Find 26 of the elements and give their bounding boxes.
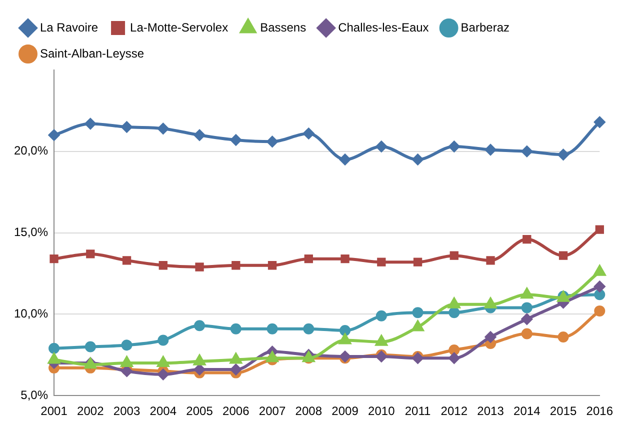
x-tick-label: 2007 (258, 404, 286, 418)
x-tick-label: 2006 (222, 404, 250, 418)
legend-label: Barberaz (460, 20, 510, 34)
x-tick-label: 2015 (550, 404, 577, 418)
legend-label: La-Motte-Servolex (130, 20, 228, 34)
legend-label: Challes-les-Eaux (338, 20, 429, 34)
x-tick-label: 2013 (477, 404, 504, 418)
x-tick-label: 2009 (332, 404, 359, 418)
y-tick-label: 20,0% (14, 144, 48, 158)
legend-label: Bassens (260, 20, 306, 34)
x-tick-label: 2001 (40, 404, 68, 418)
x-tick-label: 2004 (150, 404, 177, 418)
x-tick-label: 2003 (113, 404, 140, 418)
x-tick-label: 2005 (186, 404, 214, 418)
x-tick-label: 2002 (77, 404, 104, 418)
legend-label: La Ravoire (40, 20, 98, 34)
x-tick-label: 2012 (440, 404, 468, 418)
x-tick-label: 2011 (404, 404, 431, 418)
legend-label: Saint-Alban-Leysse (40, 46, 144, 60)
x-tick-label: 2016 (586, 404, 614, 418)
y-tick-label: 10,0% (14, 306, 48, 321)
y-tick-label: 5,0% (20, 388, 48, 402)
y-tick-label: 15,0% (14, 225, 48, 240)
x-tick-label: 2014 (514, 404, 541, 418)
x-tick-label: 2008 (295, 404, 322, 418)
x-tick-label: 2010 (368, 404, 396, 418)
